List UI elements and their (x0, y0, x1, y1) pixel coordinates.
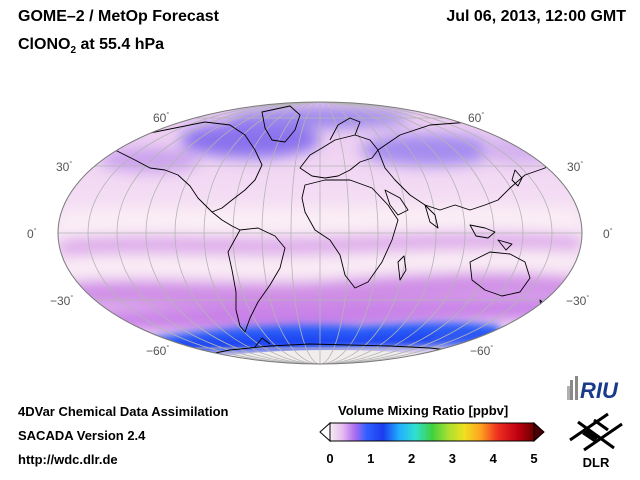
colorbar-tick-4: 4 (489, 451, 497, 466)
degree-symbol: ° (69, 161, 73, 168)
degree-symbol: ° (490, 345, 494, 352)
lat-30n-text-left: 30 (56, 160, 70, 174)
pressure-level: at 55.4 hPa (76, 36, 165, 53)
footer-url: http://wdc.dlr.de (18, 452, 118, 467)
lat-label-60n-left: 60° (153, 111, 169, 125)
coastlines (114, 105, 553, 361)
lat-label-30n-right: 30° (567, 160, 583, 174)
lat-60s-text-right: −60 (470, 344, 491, 358)
colorbar-min-arrow (319, 421, 331, 443)
lat-eq-text-right: 0 (603, 227, 610, 241)
lat-60n-text-right: 60 (468, 111, 482, 125)
riu-logo-text: RIU (580, 378, 619, 403)
lat-label-30n-left: 30° (56, 160, 72, 174)
lat-label-30s-left: −30° (50, 294, 73, 308)
degree-symbol: ° (586, 295, 590, 302)
colorbar-title: Volume Mixing Ratio [ppbv] (338, 403, 509, 418)
colorbar-tick-3: 3 (448, 451, 457, 466)
colorbar-tick-0: 0 (326, 451, 334, 466)
dlr-logo: DLR (569, 412, 623, 470)
footer-version: SACADA Version 2.4 (18, 428, 146, 443)
lat-60n-text-left: 60 (153, 111, 167, 125)
degree-symbol: ° (580, 161, 584, 168)
lat-label-60s-right: −60° (470, 344, 493, 358)
lat-eq-text-left: 0 (27, 227, 34, 241)
colorbar-gradient (329, 422, 535, 442)
world-map-mollweide (57, 101, 583, 365)
lat-label-30s-right: −30° (566, 294, 589, 308)
colorbar (319, 421, 545, 443)
lat-30n-text-right: 30 (567, 160, 581, 174)
degree-symbol: ° (70, 295, 74, 302)
colorbar-tick-2: 2 (407, 451, 416, 466)
species-name: ClONO (18, 36, 71, 53)
lat-label-60n-right: 60° (468, 111, 484, 125)
footer-assimilation: 4DVar Chemical Data Assimilation (18, 404, 229, 419)
dlr-logo-text: DLR (583, 455, 610, 470)
lat-label-eq-left: 0° (27, 227, 37, 241)
lat-label-eq-right: 0° (603, 227, 613, 241)
species-label: ClONO2 at 55.4 hPa (18, 36, 164, 56)
species-subscript: 2 (70, 45, 77, 57)
forecast-datetime: Jul 06, 2013, 12:00 GMT (446, 8, 626, 25)
colorbar-max-arrow (533, 421, 545, 443)
degree-symbol: ° (481, 112, 485, 119)
lat-label-60s-left: −60° (146, 344, 169, 358)
map-border (57, 101, 583, 365)
lat-60s-text-left: −60 (146, 344, 167, 358)
map-title: GOME–2 / MetOp Forecast (18, 8, 219, 25)
colorbar-tick-1: 1 (367, 451, 375, 466)
degree-symbol: ° (166, 112, 170, 119)
degree-symbol: ° (609, 228, 613, 235)
degree-symbol: ° (166, 345, 170, 352)
colorbar-tick-5: 5 (530, 451, 538, 466)
degree-symbol: ° (33, 228, 37, 235)
riu-logo: RIU (567, 376, 619, 403)
lat-30s-text-right: −30 (566, 294, 587, 308)
lat-30s-text-left: −30 (50, 294, 71, 308)
